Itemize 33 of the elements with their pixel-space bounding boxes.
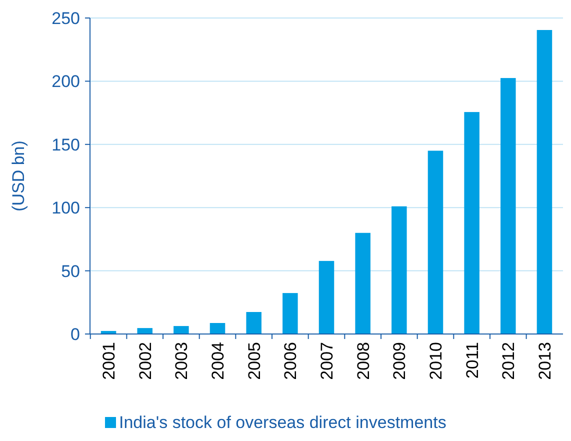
x-tick-label: 2009 (390, 342, 410, 380)
x-tick-label: 2013 (535, 342, 554, 380)
x-tick-label: 2012 (499, 342, 518, 380)
y-tick-label: 100 (52, 198, 80, 218)
x-tick-label: 2007 (317, 342, 336, 380)
bar (536, 30, 552, 334)
bar (500, 78, 516, 334)
bar (137, 328, 152, 334)
bar (210, 323, 226, 334)
x-tick-label: 2011 (462, 342, 482, 379)
bar (174, 326, 189, 334)
bar (464, 112, 480, 334)
bar (392, 206, 407, 334)
x-tick-label: 2005 (244, 342, 264, 380)
y-tick-label: 150 (52, 135, 80, 154)
bar (428, 150, 444, 334)
x-tick-label: 2010 (426, 342, 446, 380)
x-tick-label: 2003 (172, 342, 192, 380)
bar (318, 260, 334, 334)
y-axis-title: (USD bn) (9, 140, 28, 212)
y-tick-label: 0 (70, 324, 80, 344)
legend-label: India's stock of overseas direct investments (119, 413, 446, 432)
x-tick-label: 2004 (208, 342, 228, 380)
y-tick-label: 200 (52, 72, 80, 92)
bar (246, 312, 262, 334)
x-tick-label: 2008 (354, 342, 373, 380)
y-tick-label: 250 (52, 8, 80, 28)
x-tick-label: 2006 (281, 342, 300, 380)
x-tick-label: 2002 (136, 342, 155, 380)
y-tick-label: 50 (61, 262, 80, 281)
x-tick-label: 2001 (99, 342, 118, 380)
bar (355, 232, 370, 334)
bar (282, 293, 298, 334)
